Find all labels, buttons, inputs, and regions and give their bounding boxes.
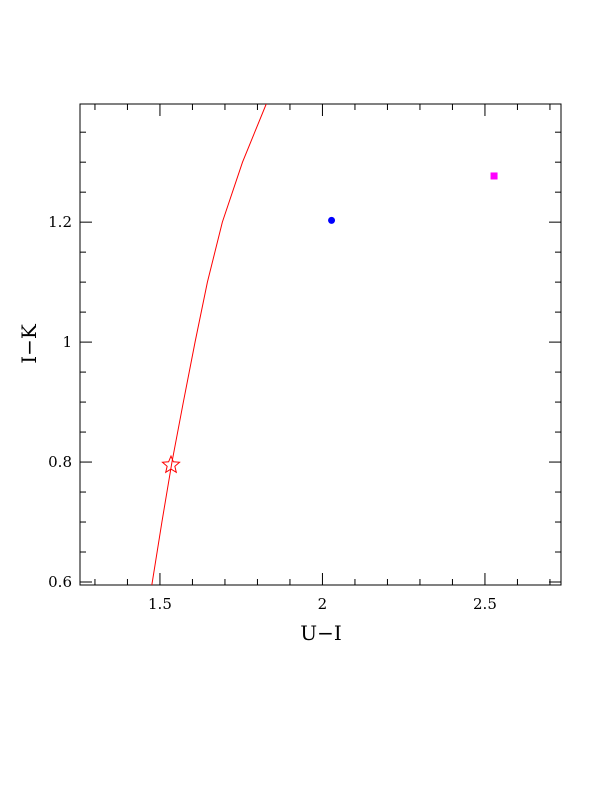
y-tick-label: 1.2	[48, 213, 72, 231]
y-tick-label: 0.8	[48, 453, 72, 471]
curve	[151, 104, 267, 585]
square-marker	[490, 172, 498, 180]
x-tick-label: 2	[318, 595, 328, 613]
plot-frame	[79, 103, 562, 586]
x-axis-title: U−I	[300, 621, 342, 645]
star-marker	[161, 454, 181, 474]
plot-area	[151, 104, 498, 585]
circle-marker	[328, 216, 336, 224]
y-tick-label: 0.6	[48, 573, 72, 591]
y-axis-title: I−K	[17, 323, 41, 364]
y-tick-label: 1	[62, 333, 72, 351]
x-tick-label: 1.5	[148, 595, 172, 613]
x-tick-label: 2.5	[473, 595, 497, 613]
